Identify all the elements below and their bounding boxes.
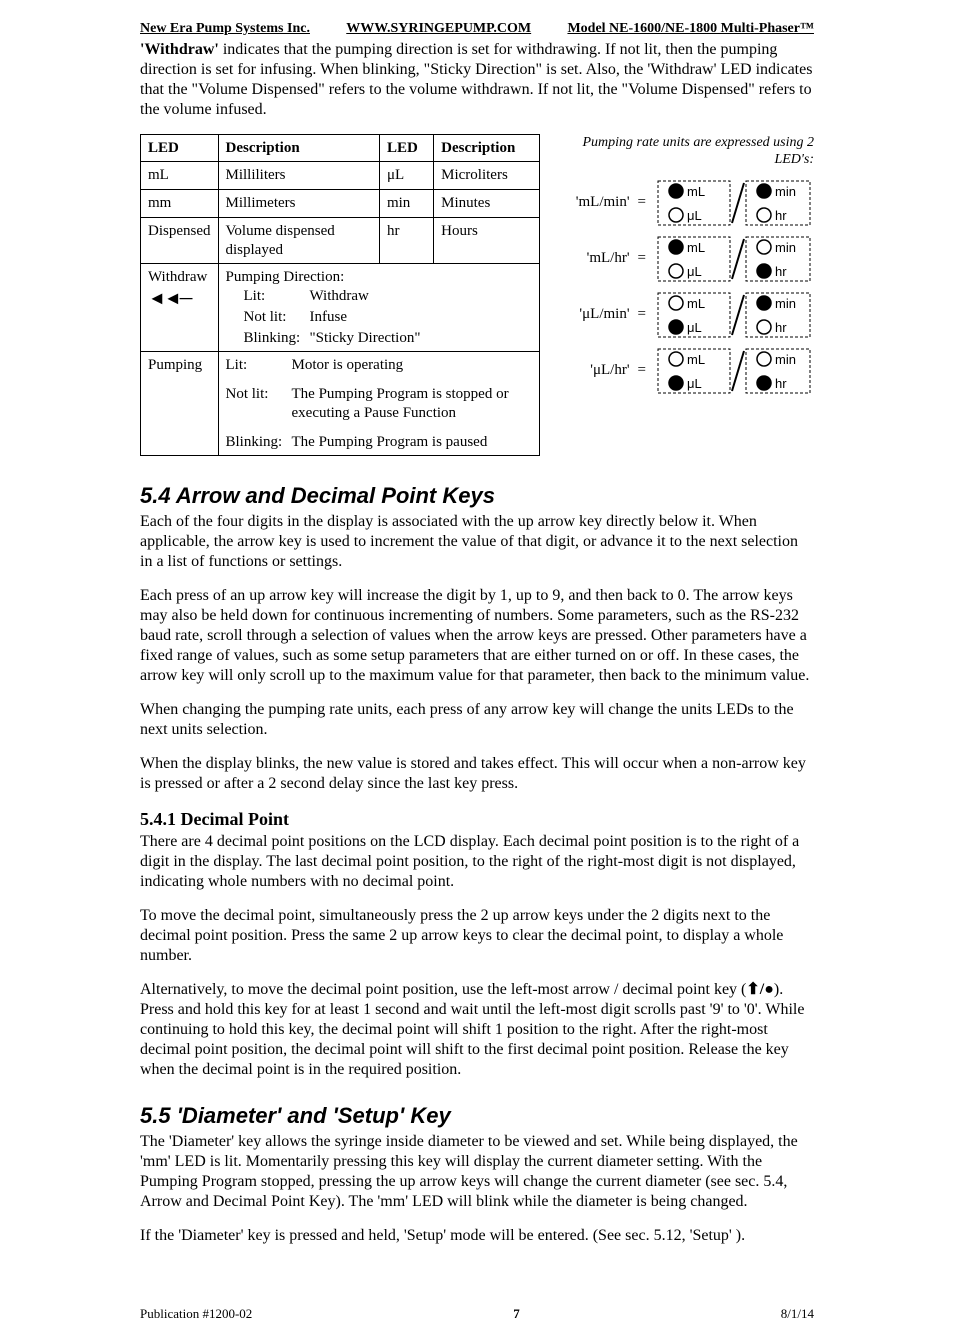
withdraw-arrow-icon: ◄◄─ bbox=[148, 288, 190, 308]
th-desc1: Description bbox=[218, 134, 379, 162]
sec54-p1: Each of the four digits in the display i… bbox=[140, 512, 814, 572]
th-led1: LED bbox=[141, 134, 219, 162]
svg-text:min: min bbox=[775, 352, 796, 367]
withdraw-label: Withdraw bbox=[148, 269, 207, 285]
intro-rest: indicates that the pumping direction is … bbox=[140, 41, 812, 118]
equals-sign: = bbox=[638, 361, 646, 380]
equals-sign: = bbox=[638, 305, 646, 324]
svg-text:μL: μL bbox=[687, 264, 702, 279]
led-cluster-icon: mL μL min hr bbox=[654, 347, 814, 395]
figure-row-label: 'μL/hr' bbox=[558, 361, 630, 380]
svg-text:hr: hr bbox=[775, 208, 787, 223]
intro-lead: 'Withdraw' bbox=[140, 41, 219, 58]
section-5-4-title: 5.4 Arrow and Decimal Point Keys bbox=[140, 482, 814, 510]
header-center: WWW.SYRINGEPUMP.COM bbox=[346, 20, 531, 38]
svg-text:min: min bbox=[775, 296, 796, 311]
equals-sign: = bbox=[638, 249, 646, 268]
led-cluster-icon: mL μL min hr bbox=[654, 291, 814, 339]
svg-text:hr: hr bbox=[775, 320, 787, 335]
sec55-p1: The 'Diameter' key allows the syringe in… bbox=[140, 1132, 814, 1212]
svg-text:mL: mL bbox=[687, 296, 705, 311]
svg-text:mL: mL bbox=[687, 240, 705, 255]
footer-left: Publication #1200-02 bbox=[140, 1306, 252, 1322]
withdraw-title: Pumping Direction: bbox=[226, 269, 345, 285]
th-desc2: Description bbox=[434, 134, 539, 162]
header-left: New Era Pump Systems Inc. bbox=[140, 20, 310, 38]
table-row: mm Millimeters min Minutes bbox=[141, 190, 540, 218]
svg-text:μL: μL bbox=[687, 208, 702, 223]
arrow-dot-key-icon: ⬆/● bbox=[746, 981, 774, 998]
sec54-p4: When the display blinks, the new value i… bbox=[140, 754, 814, 794]
figure-row-label: 'μL/min' bbox=[558, 305, 630, 324]
intro-paragraph: 'Withdraw' indicates that the pumping di… bbox=[140, 40, 814, 120]
figure-row-label: 'mL/hr' bbox=[558, 249, 630, 268]
rate-units-figure: Pumping rate units are expressed using 2… bbox=[558, 134, 814, 403]
svg-text:mL: mL bbox=[687, 184, 705, 199]
equals-sign: = bbox=[638, 193, 646, 212]
table-row: Dispensed Volume dispensed displayed hr … bbox=[141, 217, 540, 264]
footer-right: 8/1/14 bbox=[781, 1306, 814, 1322]
svg-text:min: min bbox=[775, 240, 796, 255]
sec54-p2: Each press of an up arrow key will incre… bbox=[140, 586, 814, 686]
svg-text:min: min bbox=[775, 184, 796, 199]
figure-row: 'μL/min' = mL μL min hr bbox=[558, 291, 814, 339]
page-footer: Publication #1200-02 7 8/1/14 bbox=[140, 1306, 814, 1322]
section-5-4-1-title: 5.4.1 Decimal Point bbox=[140, 808, 814, 831]
led-table: LED Description LED Description mL Milli… bbox=[140, 134, 540, 457]
sec541-p1: There are 4 decimal point positions on t… bbox=[140, 832, 814, 892]
led-cluster-icon: mL μL min hr bbox=[654, 235, 814, 283]
figure-row: 'mL/min' = mL μL min hr bbox=[558, 179, 814, 227]
svg-text:μL: μL bbox=[687, 376, 702, 391]
sec55-p2: If the 'Diameter' key is pressed and hel… bbox=[140, 1226, 814, 1246]
svg-text:hr: hr bbox=[775, 264, 787, 279]
sec541-p2: To move the decimal point, simultaneousl… bbox=[140, 906, 814, 966]
figure-caption: Pumping rate units are expressed using 2… bbox=[558, 134, 814, 169]
svg-text:mL: mL bbox=[687, 352, 705, 367]
th-led2: LED bbox=[379, 134, 433, 162]
page-header: New Era Pump Systems Inc. WWW.SYRINGEPUM… bbox=[140, 20, 814, 38]
sec541-p3: Alternatively, to move the decimal point… bbox=[140, 980, 814, 1080]
table-row-withdraw: Withdraw ◄◄─ Pumping Direction: Lit:With… bbox=[141, 264, 540, 352]
table-row: mL Milliliters μL Microliters bbox=[141, 162, 540, 190]
figure-row: 'mL/hr' = mL μL min hr bbox=[558, 235, 814, 283]
table-row-pumping: Pumping Lit:Motor is operating Not lit:T… bbox=[141, 352, 540, 456]
header-right: Model NE-1600/NE-1800 Multi-Phaser™ bbox=[567, 20, 814, 38]
figure-row: 'μL/hr' = mL μL min hr bbox=[558, 347, 814, 395]
section-5-5-title: 5.5 'Diameter' and 'Setup' Key bbox=[140, 1102, 814, 1130]
sec54-p3: When changing the pumping rate units, ea… bbox=[140, 700, 814, 740]
figure-row-label: 'mL/min' bbox=[558, 193, 630, 212]
led-cluster-icon: mL μL min hr bbox=[654, 179, 814, 227]
footer-page: 7 bbox=[513, 1306, 520, 1322]
svg-text:μL: μL bbox=[687, 320, 702, 335]
svg-text:hr: hr bbox=[775, 376, 787, 391]
